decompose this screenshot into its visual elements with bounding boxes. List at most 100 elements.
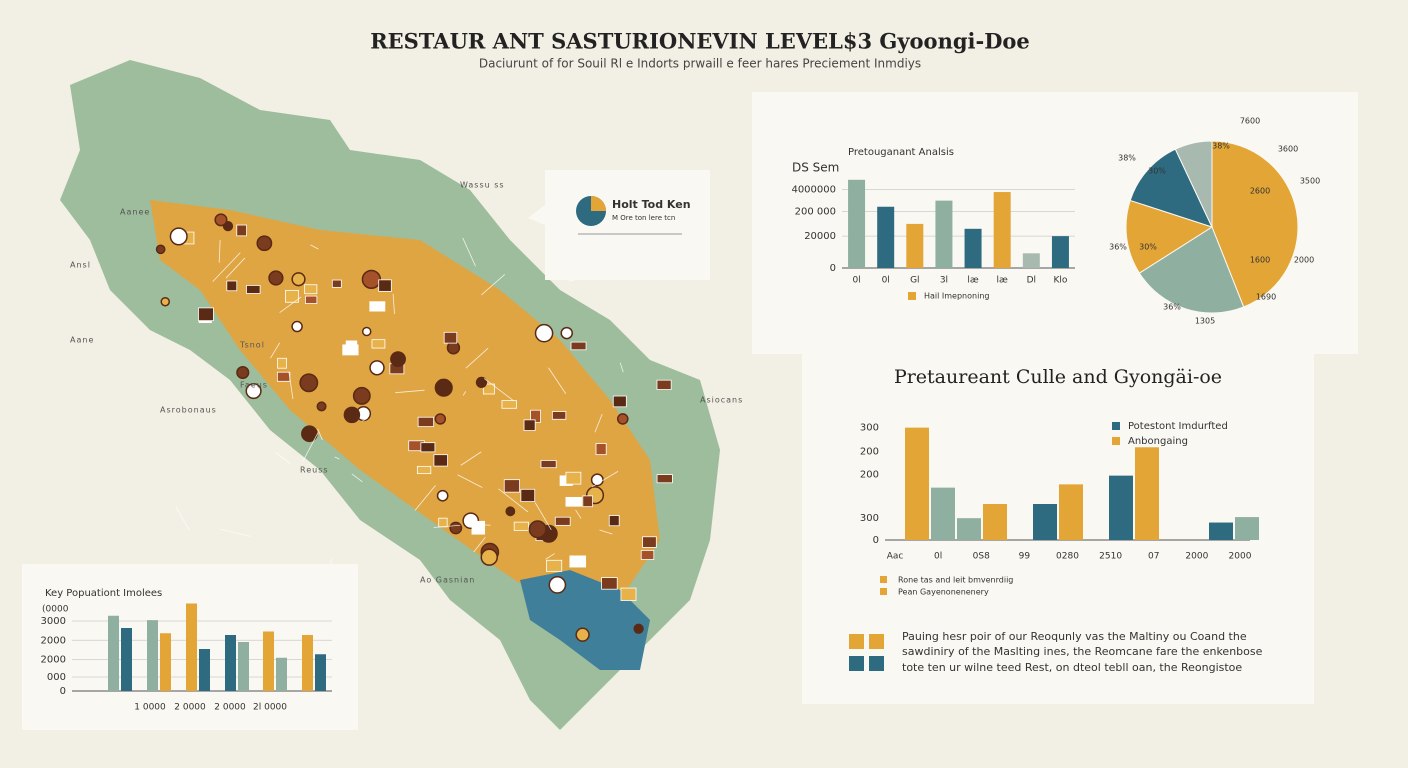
x-tick-label: 0280 bbox=[1056, 552, 1079, 562]
map-marker bbox=[482, 383, 495, 395]
bar bbox=[1022, 253, 1040, 268]
map-road bbox=[534, 502, 552, 531]
map-road bbox=[212, 252, 241, 282]
map-marker bbox=[277, 357, 287, 369]
map-marker bbox=[554, 516, 571, 526]
map-marker bbox=[416, 465, 432, 475]
legend-label: Anbongaing bbox=[1128, 436, 1188, 447]
bar bbox=[199, 649, 210, 691]
map-marker bbox=[551, 411, 567, 420]
map-marker bbox=[565, 471, 582, 485]
map-marker bbox=[608, 515, 620, 527]
map-marker bbox=[565, 496, 582, 507]
map-marker bbox=[246, 285, 261, 294]
map-labels: Wassu ss Ansl Aane Asrobonaus Reuss Ao Gasnia… bbox=[70, 181, 742, 585]
bar bbox=[108, 615, 119, 691]
y-tick-label: 0 bbox=[830, 263, 836, 274]
map-marker bbox=[582, 495, 593, 508]
y-tick-label: 20000 bbox=[804, 231, 836, 242]
x-tick-label: 2 0000 bbox=[214, 703, 246, 713]
map-marker bbox=[304, 284, 318, 295]
map-label: Aane bbox=[70, 336, 94, 345]
map-road bbox=[462, 391, 467, 396]
map-marker bbox=[369, 301, 386, 312]
map-marker bbox=[505, 506, 516, 517]
map-road bbox=[433, 524, 461, 528]
map-label: Tsnol bbox=[239, 341, 265, 350]
y-tick-label: 3000 bbox=[41, 616, 66, 627]
map-marker bbox=[480, 548, 498, 566]
map-marker bbox=[616, 413, 629, 425]
map-label: Aanee bbox=[120, 208, 150, 217]
bar bbox=[121, 628, 132, 691]
chart-title: Pretaureant Culle and Gyongäi-oe bbox=[894, 366, 1222, 388]
map-marker bbox=[276, 371, 291, 382]
bar bbox=[1135, 447, 1159, 540]
map-marker bbox=[420, 442, 436, 453]
x-tick-label: 99 bbox=[1019, 552, 1031, 562]
icon-square bbox=[869, 634, 884, 649]
text-line: Pauing hesr poir of our Reoqunly vas the… bbox=[902, 630, 1247, 643]
map-marker bbox=[342, 344, 359, 356]
map-label: Reuss bbox=[300, 466, 329, 475]
map-marker bbox=[620, 587, 637, 601]
map-road bbox=[310, 244, 319, 250]
bar bbox=[964, 228, 982, 268]
map-marker bbox=[540, 460, 557, 469]
map-road bbox=[599, 529, 613, 535]
bar bbox=[225, 635, 236, 691]
map-marker bbox=[256, 235, 273, 252]
x-tick-label: Dl bbox=[1027, 276, 1036, 286]
x-tick-label: 2000 bbox=[1229, 552, 1252, 562]
pie-label: 2600 bbox=[1250, 187, 1270, 196]
pie-label: 36% bbox=[1163, 303, 1181, 312]
map-marker bbox=[434, 378, 453, 397]
bar bbox=[276, 657, 287, 691]
map-marker bbox=[236, 224, 247, 237]
map-marker bbox=[316, 401, 327, 412]
map-marker bbox=[513, 521, 529, 531]
map-marker bbox=[546, 559, 563, 572]
map-marker bbox=[378, 279, 392, 292]
map-marker bbox=[433, 454, 448, 467]
map-marker bbox=[601, 577, 618, 590]
map-marker bbox=[169, 227, 188, 246]
pie-label: 1600 bbox=[1250, 256, 1270, 265]
callout-box bbox=[545, 170, 710, 280]
y-tick-label: 0 bbox=[60, 686, 66, 697]
map-road bbox=[275, 452, 291, 464]
map-road bbox=[545, 553, 555, 560]
map-road bbox=[498, 488, 529, 513]
pie-slice bbox=[1174, 140, 1213, 228]
map-marker bbox=[548, 576, 567, 594]
pie-label: 30% bbox=[1148, 167, 1166, 176]
map-marker bbox=[520, 488, 536, 503]
map-marker bbox=[501, 400, 517, 409]
map-road bbox=[457, 474, 483, 488]
bar bbox=[1059, 484, 1083, 540]
y-axis-label: DS Sem bbox=[792, 161, 839, 175]
x-tick-label: 2 0000 bbox=[174, 703, 206, 713]
text-line: sawdiniry of the Maslting ines, the Reom… bbox=[902, 645, 1263, 658]
x-tick-label: 2510 bbox=[1099, 552, 1122, 562]
bar bbox=[238, 642, 249, 691]
map-marker bbox=[331, 279, 342, 288]
y-tick-label: 2000 bbox=[41, 635, 66, 646]
footnote-swatch bbox=[880, 576, 887, 583]
map-road bbox=[575, 509, 582, 519]
map-marker bbox=[155, 244, 166, 255]
map-road bbox=[334, 456, 340, 460]
map-road bbox=[218, 239, 221, 263]
map-marker bbox=[160, 296, 171, 307]
map-road bbox=[471, 523, 491, 526]
map-marker bbox=[438, 517, 448, 528]
map-label: Wassu ss bbox=[460, 181, 505, 190]
y-tick-label: 300 bbox=[860, 423, 879, 434]
map-marker bbox=[236, 365, 250, 380]
map-road bbox=[473, 537, 486, 553]
legend-swatch bbox=[1112, 437, 1120, 445]
map-road bbox=[288, 371, 294, 400]
pie-label: 36% bbox=[1109, 243, 1127, 252]
map-road bbox=[220, 528, 251, 537]
